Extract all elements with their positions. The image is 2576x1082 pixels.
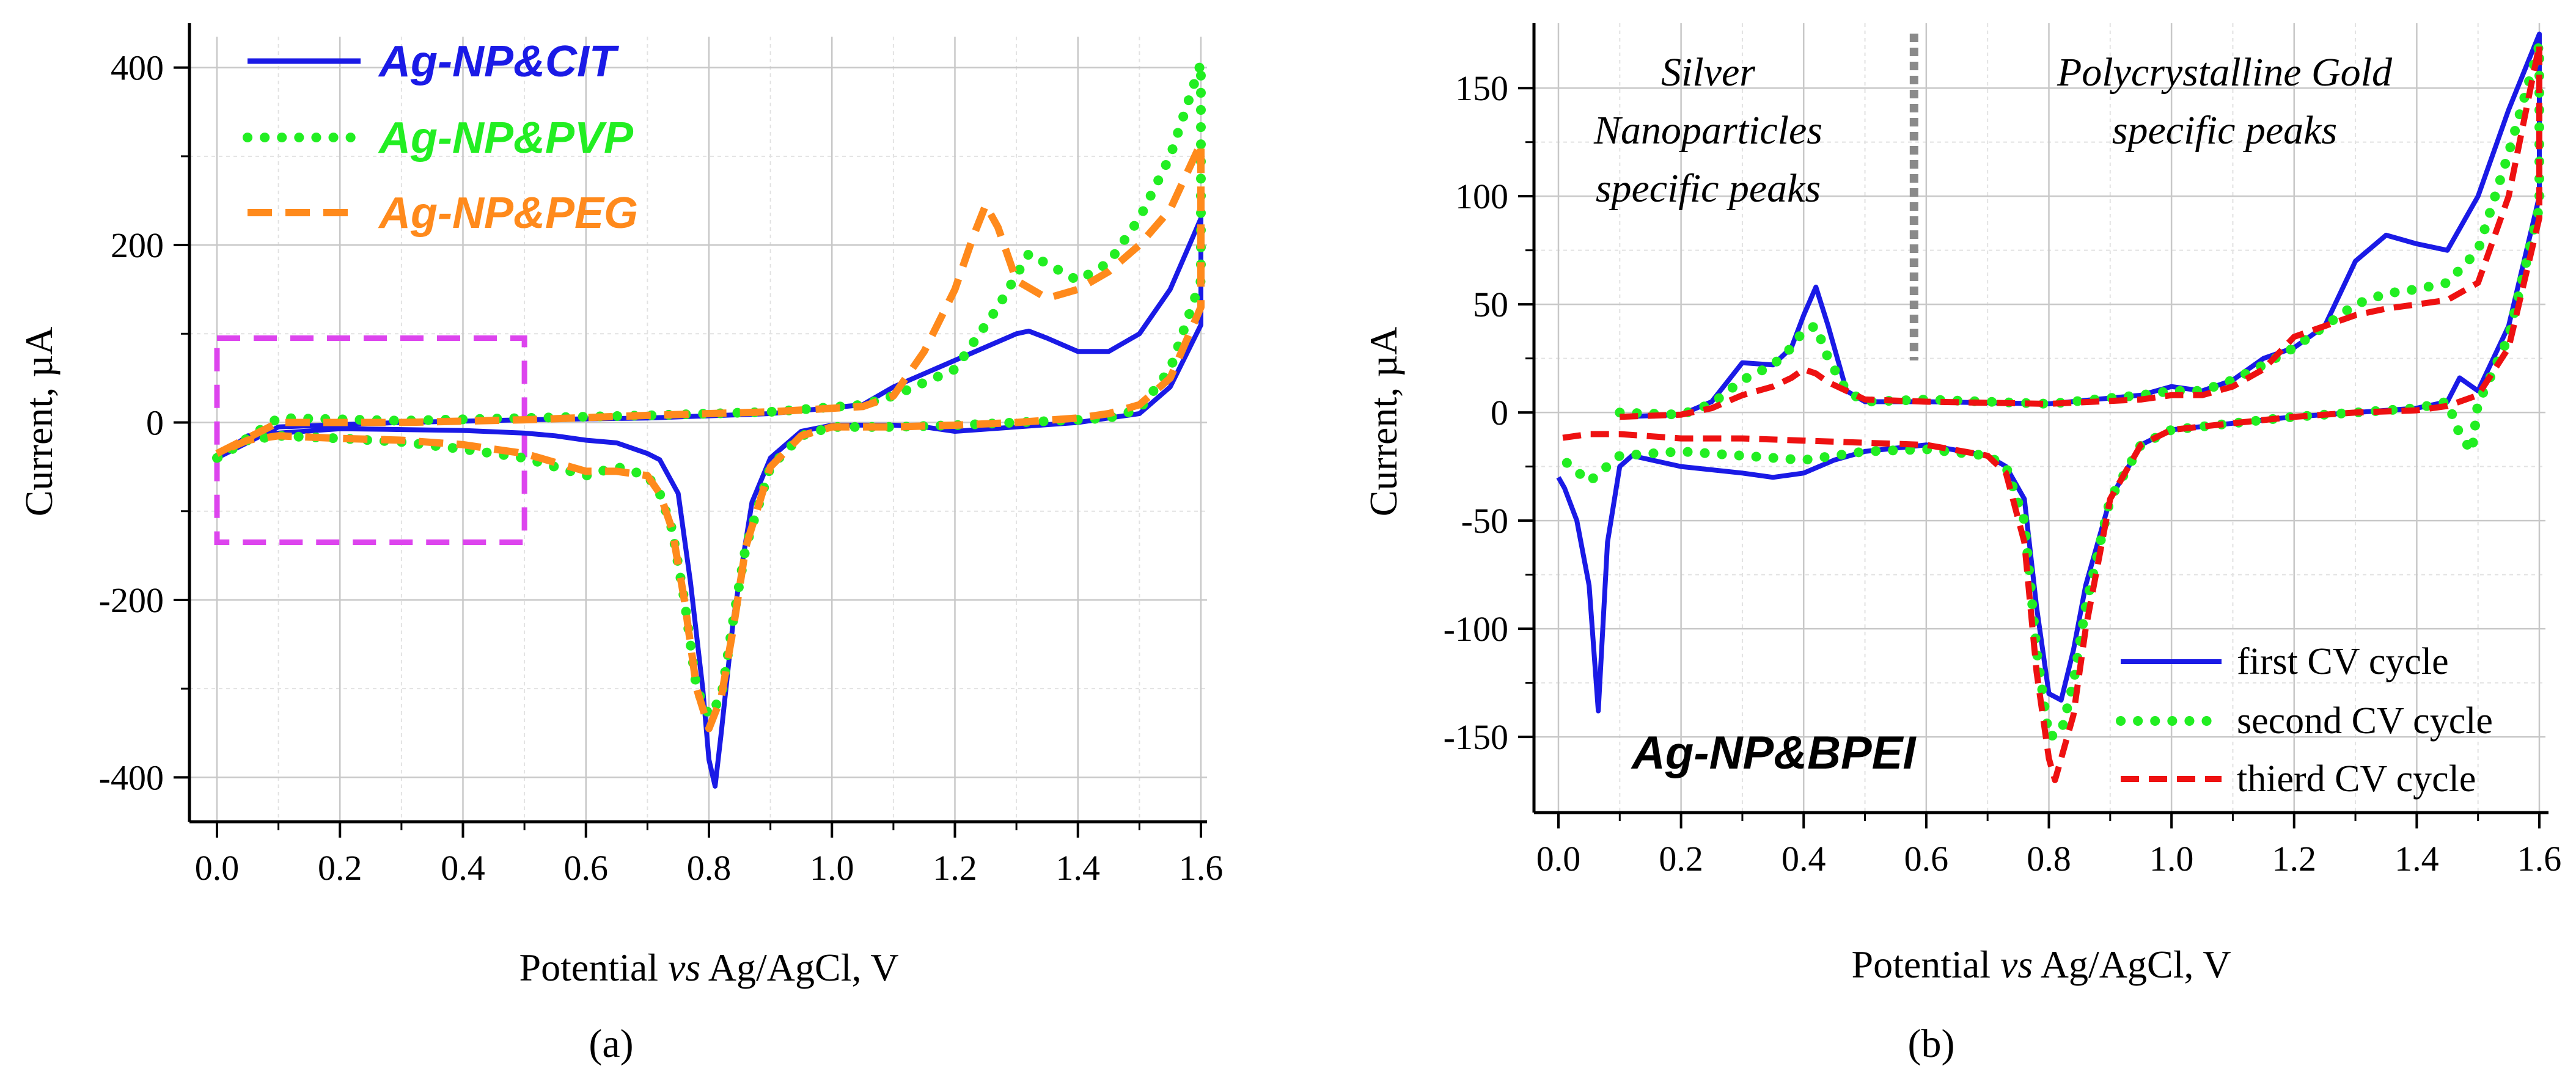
legend-label-pvp: Ag-NP&PVP [378, 114, 634, 163]
panel-a-chart: 0.0 0.2 0.4 0.6 0.8 1.0 1.2 1.4 1.6 -400 -200 0 200 4… [17, 23, 1223, 1066]
x-tick-label: 1.0 [2149, 839, 2194, 879]
panel-b-axes [1532, 23, 2548, 814]
x-tick-label: 0.4 [441, 848, 485, 888]
svg-text:specific peaks: specific peaks [1596, 166, 1821, 211]
x-tick-label: 0.0 [195, 848, 240, 888]
y-tick-label: -50 [1461, 501, 1508, 541]
svg-text:Silver: Silver [1661, 50, 1755, 95]
legend-label-cit: Ag-NP&CIT [378, 37, 620, 86]
panel-b-x-axis-title: Potential vs Ag/AgCl, V [1851, 943, 2231, 986]
x-tick-label: 0.8 [2027, 839, 2071, 879]
x-tick-label: 1.4 [1056, 848, 1101, 888]
x-tick-label: 1.2 [2272, 839, 2317, 879]
panel-b-annotation-gold: Polycrystalline Gold specific peaks [2057, 50, 2393, 153]
y-tick-label: 50 [1473, 285, 1508, 324]
panel-b-ticks: 0.0 0.2 0.4 0.6 0.8 1.0 1.2 1.4 1.6 -150 -100 -50 0 5… [1444, 68, 2562, 879]
panel-b-label: (b) [1908, 1022, 1955, 1066]
y-tick-label: 0 [146, 403, 164, 443]
y-tick-label: 0 [1491, 393, 1508, 433]
panel-a-series-group [212, 58, 1206, 789]
panel-a-label: (a) [589, 1022, 633, 1066]
x-tick-label: 0.2 [318, 848, 362, 888]
panel-b-chart: 0.0 0.2 0.4 0.6 0.8 1.0 1.2 1.4 1.6 -150 -100 -50 0 5… [1362, 23, 2561, 1066]
panel-a-ticks: 0.0 0.2 0.4 0.6 0.8 1.0 1.2 1.4 1.6 -400 -200 0 200 4… [99, 48, 1224, 888]
x-tick-label: 0.2 [1659, 839, 1703, 879]
series-line-3 [215, 139, 1205, 733]
x-tick-label: 1.6 [2517, 839, 2562, 879]
y-tick-label: -100 [1444, 609, 1508, 649]
legend-label-peg: Ag-NP&PEG [378, 189, 638, 238]
y-tick-label: 200 [111, 225, 164, 265]
panel-b-annotation-silver: Silver Nanoparticles specific peaks [1593, 50, 1822, 211]
x-tick-label: 0.0 [1536, 839, 1581, 879]
y-tick-label: 400 [111, 48, 164, 88]
x-tick-label: 0.4 [1782, 839, 1826, 879]
x-tick-label: 0.6 [1904, 839, 1949, 879]
panel-b-y-axis-title: Current, µA [1362, 327, 1405, 517]
y-tick-label: 100 [1455, 177, 1508, 216]
series-line-3 [1558, 42, 2542, 783]
legend-label-first-cycle: first CV cycle [2237, 641, 2449, 682]
svg-text:Polycrystalline Gold: Polycrystalline Gold [2057, 50, 2393, 95]
x-tick-label: 0.6 [564, 848, 609, 888]
legend-label-third-cycle: thierd CV cycle [2237, 758, 2476, 800]
x-tick-label: 0.8 [687, 848, 732, 888]
y-tick-label: -400 [99, 758, 164, 797]
panel-a-y-axis-title: Current, µA [17, 327, 61, 517]
panel-b-series-group [1554, 31, 2544, 783]
panel-a-highlight-box [214, 335, 527, 546]
legend-label-second-cycle: second CV cycle [2237, 700, 2493, 742]
panel-a-legend: Ag-NP&CIT Ag-NP&PVP Ag-NP&PEG [243, 37, 638, 238]
x-tick-label: 1.2 [933, 848, 977, 888]
panel-b-sample-label: Ag-NP&BPEI [1631, 727, 1917, 779]
x-tick-label: 1.0 [810, 848, 854, 888]
y-tick-label: -200 [99, 580, 164, 620]
x-tick-label: 1.6 [1179, 848, 1224, 888]
y-tick-label: 150 [1455, 68, 1508, 108]
y-tick-label: -150 [1444, 717, 1508, 757]
x-tick-label: 1.4 [2394, 839, 2439, 879]
panel-b-legend: first CV cycle second CV cycle thierd CV… [2116, 641, 2493, 800]
svg-text:specific peaks: specific peaks [2112, 108, 2337, 153]
svg-text:Nanoparticles: Nanoparticles [1593, 108, 1822, 153]
panel-a-x-axis-title: Potential vs Ag/AgCl, V [519, 946, 898, 989]
